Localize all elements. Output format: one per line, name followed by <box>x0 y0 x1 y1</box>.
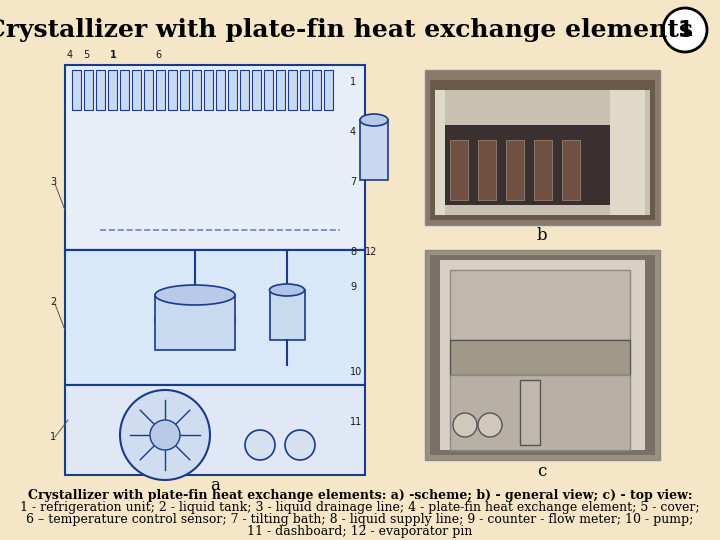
Bar <box>445 125 610 205</box>
Text: 10: 10 <box>350 367 362 377</box>
Bar <box>65 250 365 385</box>
Bar <box>478 140 496 200</box>
Text: 9: 9 <box>350 282 356 292</box>
Bar <box>180 70 189 110</box>
Bar <box>450 140 468 200</box>
Text: 6 – temperature control sensor; 7 - tilting bath; 8 - liquid supply line; 9 - co: 6 – temperature control sensor; 7 - tilt… <box>27 514 693 526</box>
Bar <box>440 260 645 450</box>
Bar <box>288 70 297 110</box>
Text: 4: 4 <box>350 127 356 137</box>
Text: 1: 1 <box>110 50 117 60</box>
Text: b: b <box>536 226 547 244</box>
Bar <box>312 70 321 110</box>
Bar <box>216 70 225 110</box>
Text: 3: 3 <box>50 177 56 187</box>
Bar <box>450 270 630 340</box>
Text: Crystallizer with plate-fin heat exchange elements: Crystallizer with plate-fin heat exchang… <box>0 18 693 42</box>
Bar <box>264 70 273 110</box>
Circle shape <box>285 430 315 460</box>
Text: 11 - dashboard; 12 - evaporator pin: 11 - dashboard; 12 - evaporator pin <box>247 525 473 538</box>
Bar <box>252 70 261 110</box>
Bar <box>450 340 630 375</box>
Bar <box>192 70 201 110</box>
Ellipse shape <box>155 295 235 345</box>
Bar <box>506 140 524 200</box>
Bar <box>324 70 333 110</box>
Circle shape <box>150 420 180 450</box>
Bar <box>520 380 540 445</box>
Bar <box>276 70 285 110</box>
Circle shape <box>453 413 477 437</box>
Text: 8: 8 <box>350 247 356 257</box>
Bar <box>240 70 249 110</box>
Bar <box>108 70 117 110</box>
Bar <box>120 70 129 110</box>
Bar <box>435 90 650 215</box>
Bar <box>155 295 235 350</box>
Bar <box>228 70 237 110</box>
Text: a: a <box>210 476 220 494</box>
Bar <box>534 140 552 200</box>
Bar <box>270 290 305 340</box>
Bar <box>450 375 630 450</box>
Text: 7: 7 <box>350 177 356 187</box>
Bar <box>84 70 93 110</box>
Bar <box>610 90 645 215</box>
Bar <box>425 70 660 225</box>
Text: c: c <box>537 463 546 481</box>
Text: 2: 2 <box>50 297 56 307</box>
Bar <box>65 385 365 475</box>
Bar <box>96 70 105 110</box>
Bar <box>300 70 309 110</box>
Text: 11: 11 <box>350 417 362 427</box>
Bar <box>144 70 153 110</box>
Bar <box>430 80 655 220</box>
Bar <box>425 250 660 460</box>
Circle shape <box>120 390 210 480</box>
Circle shape <box>245 430 275 460</box>
Text: 4: 4 <box>67 50 73 60</box>
Text: 6: 6 <box>155 50 161 60</box>
Circle shape <box>478 413 502 437</box>
Bar <box>65 65 365 250</box>
Bar <box>156 70 165 110</box>
Ellipse shape <box>155 285 235 305</box>
Circle shape <box>663 8 707 52</box>
Bar <box>168 70 177 110</box>
Text: Crystallizer with plate-fin heat exchange elements: a) -scheme; b) - general vie: Crystallizer with plate-fin heat exchang… <box>28 489 692 503</box>
Ellipse shape <box>360 114 388 126</box>
Text: 1: 1 <box>678 20 693 40</box>
Bar <box>562 140 580 200</box>
Bar <box>360 120 388 180</box>
Bar <box>435 90 445 215</box>
Text: 5: 5 <box>83 50 89 60</box>
Bar <box>204 70 213 110</box>
Text: 1: 1 <box>350 77 356 87</box>
Ellipse shape <box>269 284 305 296</box>
Bar <box>430 255 655 455</box>
Bar <box>72 70 81 110</box>
Text: 12: 12 <box>365 247 377 257</box>
Bar <box>132 70 141 110</box>
Text: 1 - refrigeration unit; 2 - liquid tank; 3 - liquid drainage line; 4 - plate-fin: 1 - refrigeration unit; 2 - liquid tank;… <box>20 502 700 515</box>
Text: 1: 1 <box>50 432 56 442</box>
